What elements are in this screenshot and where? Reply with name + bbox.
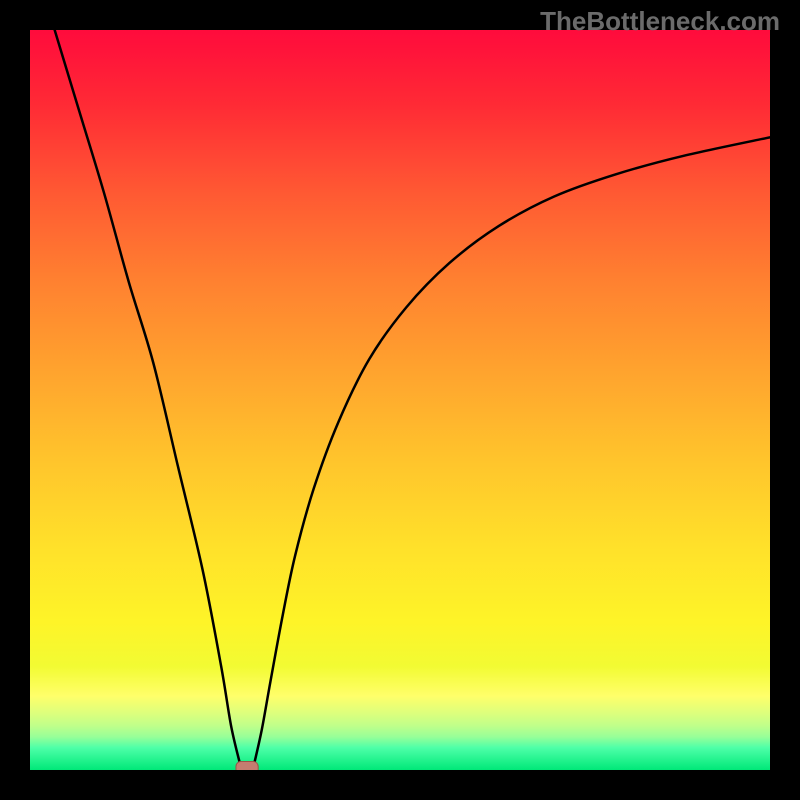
bottleneck-plot xyxy=(0,0,800,800)
plot-background xyxy=(30,30,770,770)
watermark-label: TheBottleneck.com xyxy=(540,6,780,37)
chart-container: TheBottleneck.com xyxy=(0,0,800,800)
